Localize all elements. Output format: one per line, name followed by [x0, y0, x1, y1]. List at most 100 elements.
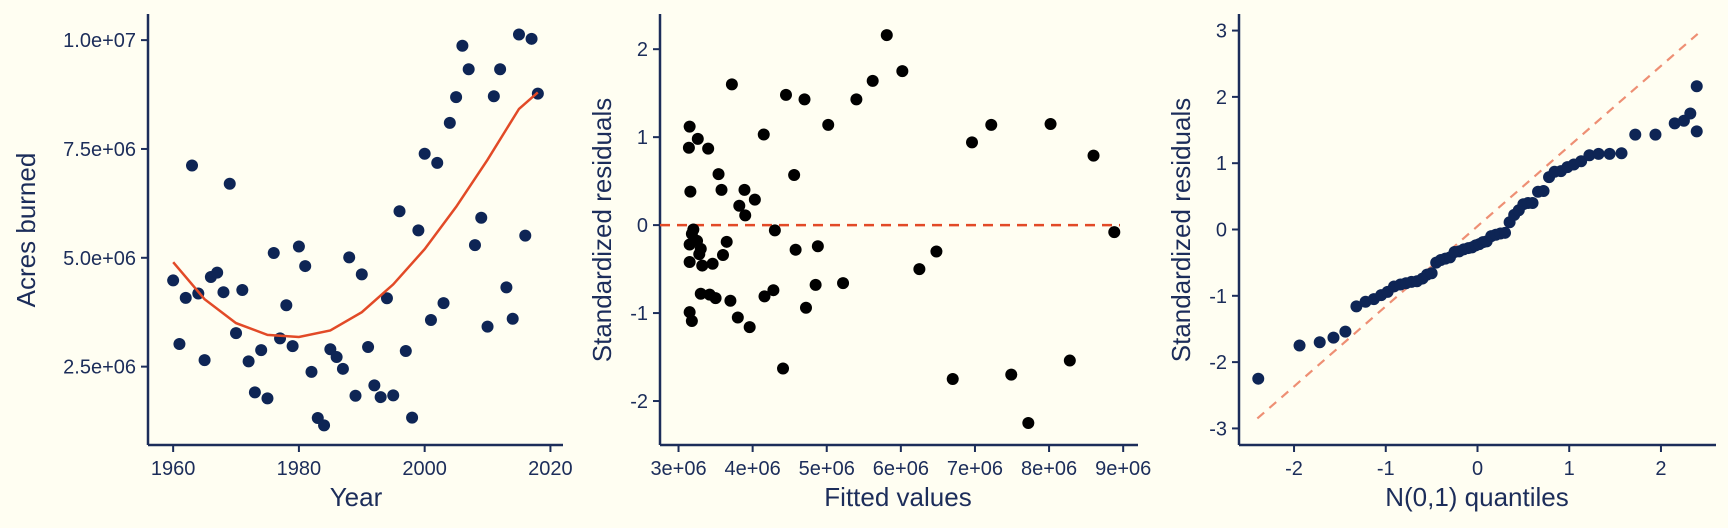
panel-1-data-point	[487, 90, 500, 103]
panel-2-data-point	[779, 88, 792, 101]
panel-1-data-point	[286, 340, 299, 353]
panel-2-data-point	[777, 362, 790, 375]
panel-1-data-point	[399, 344, 412, 357]
panel-1-data-point	[424, 314, 437, 327]
panel-1-xlabel: Year	[330, 482, 383, 512]
panel-2-data-point	[811, 240, 824, 253]
panel-1-data-point	[318, 419, 331, 432]
panel-3-y-tick-label: 3	[1216, 21, 1227, 43]
panel-1-data-point	[512, 28, 525, 41]
panel-2-data-point	[809, 278, 822, 291]
panel-2-data-point	[687, 223, 700, 236]
panel-2-data-point	[1108, 226, 1121, 239]
panel-3-x-tick-label: -1	[1377, 458, 1395, 480]
panel-3-data-point	[1293, 339, 1306, 352]
panel-2-data-point	[684, 185, 697, 198]
panel-2-data-point	[850, 93, 863, 106]
panel-1-data-point	[525, 32, 538, 45]
panel-3-data-point	[1252, 372, 1265, 385]
panel-2-y-tick-label: -2	[630, 391, 648, 413]
panel-2-data-point	[798, 93, 811, 106]
panel-3-xlabel: N(0,1) quantiles	[1385, 482, 1569, 512]
panel-3-y-tick-label: -2	[1209, 352, 1227, 374]
panel-1-data-point	[481, 320, 494, 333]
panel-1-x-tick-label: 1980	[277, 458, 322, 480]
panel-2-data-point	[733, 199, 746, 212]
panel-3-data-point	[1327, 331, 1340, 344]
panel-1-x-tick-label: 2000	[402, 458, 447, 480]
panel-1-data-point	[198, 354, 211, 367]
panel-3-data-point	[1499, 226, 1512, 239]
panel-3-y-tick-label: 0	[1216, 220, 1227, 242]
panel-3-ylabel: Standardized residuals	[1166, 98, 1196, 363]
panel-1-data-point	[450, 91, 463, 104]
panel-1-y-tick-label: 7.5e+06	[63, 139, 136, 161]
panel-1-data-point	[167, 274, 180, 287]
panel-2-data-point	[683, 256, 696, 269]
panel-2-data-point	[694, 287, 707, 300]
panel-2-data-point	[685, 314, 698, 327]
panel-1-data-point	[506, 312, 519, 325]
panel-2-data-point	[712, 168, 725, 181]
panel-2-x-tick-label: 7e+06	[947, 458, 1003, 480]
panel-1-data-point	[223, 177, 236, 190]
panel-2-data-point	[715, 183, 728, 196]
panel-3-data-point	[1526, 196, 1539, 209]
panel-1-data-point	[374, 391, 387, 404]
panel-1-data-point	[173, 337, 186, 350]
panel-1-data-point	[248, 386, 261, 399]
panel-2-data-point	[788, 168, 801, 181]
panel-1-fit-curve	[172, 91, 539, 339]
panel-3-x-tick-label: 1	[1564, 458, 1575, 480]
panel-2: Standardized residuals Fitted values 3e+…	[587, 14, 1151, 512]
panel-2-data-point	[716, 249, 729, 262]
panel-2-data-point	[1087, 149, 1100, 162]
panel-2-data-point	[743, 321, 756, 334]
panel-1-data-point	[494, 63, 507, 76]
panel-3-y-tick-label: 1	[1216, 153, 1227, 175]
panel-1-data-point	[462, 63, 475, 76]
panel-3-data-point	[1350, 300, 1363, 313]
panel-1-data-point	[362, 341, 375, 354]
panel-3-data-point	[1649, 128, 1662, 141]
panel-2-data-point	[799, 301, 812, 314]
panel-3-data-point	[1575, 155, 1588, 168]
panel-1-data-point	[217, 286, 230, 299]
panel-2-x-tick-label: 6e+06	[873, 458, 929, 480]
panel-1-data-point	[230, 327, 243, 340]
panel-3-data-point	[1425, 267, 1438, 280]
panel-2-data-point	[683, 120, 696, 133]
panel-2-y-tick-label: 0	[637, 215, 648, 237]
panel-3-data-point	[1583, 149, 1596, 162]
panel-2-data-point	[691, 132, 704, 145]
panel-1-data-point	[412, 224, 425, 237]
panel-1-data-point	[456, 39, 469, 52]
panel-1-data-point	[431, 156, 444, 169]
panel-1-x-tick-label: 2020	[528, 458, 573, 480]
panel-2-y-tick-label: -1	[630, 303, 648, 325]
panel-2-x-tick-label: 5e+06	[799, 458, 855, 480]
panel-3-data-point	[1668, 117, 1681, 130]
panel-1-data-point	[406, 411, 419, 424]
panel-1-data-point	[380, 292, 393, 305]
panel-2-data-point	[758, 290, 771, 303]
panel-2-x-tick-label: 3e+06	[650, 458, 706, 480]
panel-2-data-point	[896, 65, 909, 78]
panel-2-data-point	[1063, 354, 1076, 367]
panel-1-data-point	[349, 389, 362, 402]
panel-2-y-tick-label: 2	[637, 39, 648, 61]
panel-1-y-tick-label: 1.0e+07	[63, 30, 136, 52]
panel-1-data-point	[418, 147, 431, 160]
panel-2-data-point	[724, 294, 737, 307]
panel-3-x-tick-label: 2	[1655, 458, 1666, 480]
panel-1-data-point	[255, 344, 268, 357]
panel-3-data-point	[1615, 147, 1628, 160]
panel-3-y-tick-label: -1	[1209, 286, 1227, 308]
panel-2-data-point	[1044, 117, 1057, 130]
panel-2-data-point	[930, 245, 943, 258]
panel-2-data-point	[738, 183, 751, 196]
panel-3-data-point	[1339, 325, 1352, 338]
panel-2-data-point	[693, 248, 706, 261]
panel-2-data-point	[965, 136, 978, 149]
